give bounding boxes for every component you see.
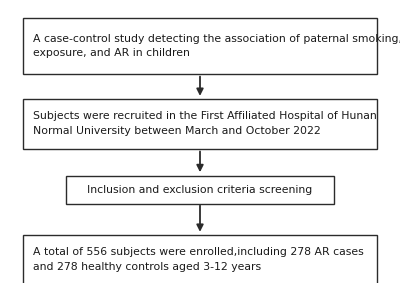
- Text: A case-control study detecting the association of paternal smoking, alcohol
expo: A case-control study detecting the assoc…: [33, 34, 400, 58]
- Text: Subjects were recruited in the First Affiliated Hospital of Hunan
Normal Univers: Subjects were recruited in the First Aff…: [33, 111, 377, 136]
- FancyBboxPatch shape: [23, 18, 377, 74]
- Text: Inclusion and exclusion criteria screening: Inclusion and exclusion criteria screeni…: [87, 185, 313, 195]
- Text: A total of 556 subjects were enrolled,including 278 AR cases
and 278 healthy con: A total of 556 subjects were enrolled,in…: [33, 247, 364, 272]
- FancyBboxPatch shape: [23, 99, 377, 149]
- FancyBboxPatch shape: [66, 176, 334, 204]
- FancyBboxPatch shape: [23, 235, 377, 285]
